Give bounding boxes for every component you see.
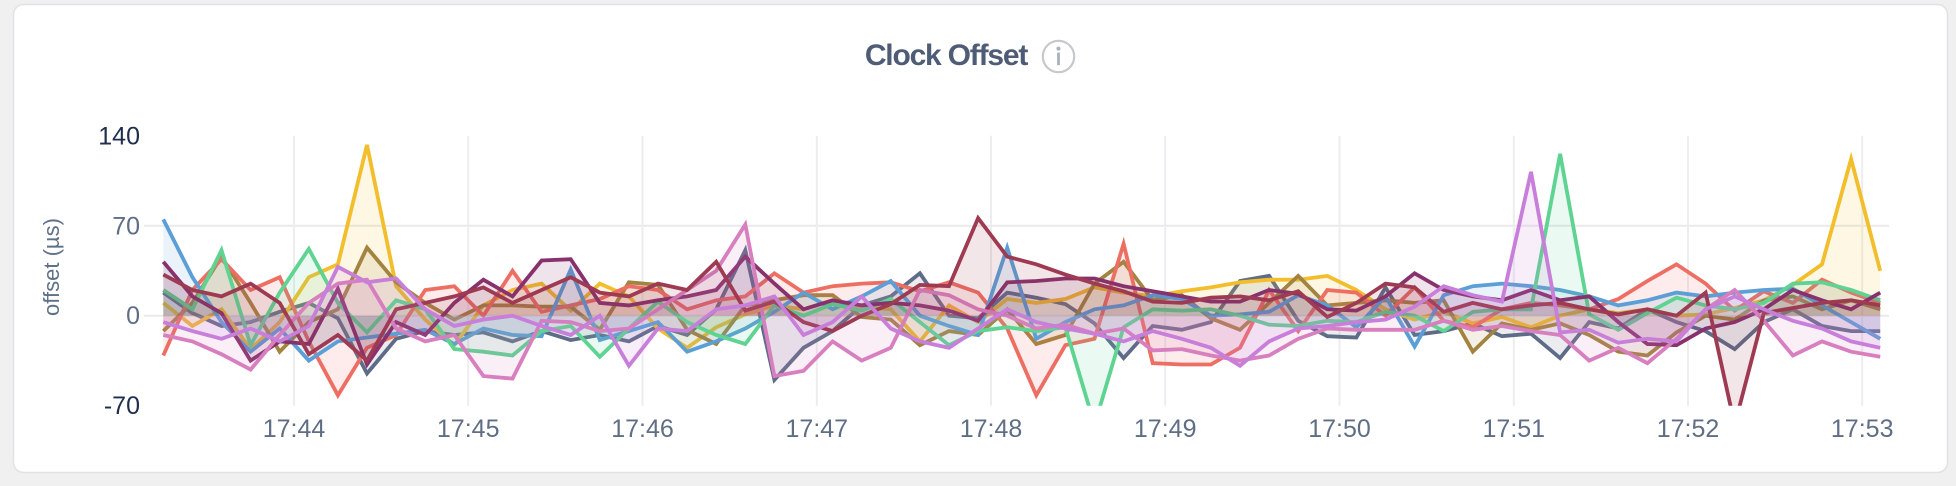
svg-text:17:45: 17:45 xyxy=(437,415,500,443)
svg-text:17:48: 17:48 xyxy=(960,415,1023,443)
svg-text:17:47: 17:47 xyxy=(786,415,849,443)
svg-text:17:44: 17:44 xyxy=(263,415,326,443)
svg-text:17:50: 17:50 xyxy=(1308,415,1371,443)
svg-text:17:46: 17:46 xyxy=(611,415,674,443)
svg-text:offset (µs): offset (µs) xyxy=(39,218,64,316)
svg-text:Clock Offset: Clock Offset xyxy=(865,39,1029,72)
svg-text:140: 140 xyxy=(98,122,140,150)
svg-text:-70: -70 xyxy=(104,392,140,420)
svg-text:17:49: 17:49 xyxy=(1134,415,1197,443)
svg-text:17:53: 17:53 xyxy=(1831,415,1894,443)
svg-text:17:51: 17:51 xyxy=(1483,415,1546,443)
svg-text:70: 70 xyxy=(112,212,140,240)
svg-text:17:52: 17:52 xyxy=(1657,415,1720,443)
svg-text:0: 0 xyxy=(126,302,140,330)
